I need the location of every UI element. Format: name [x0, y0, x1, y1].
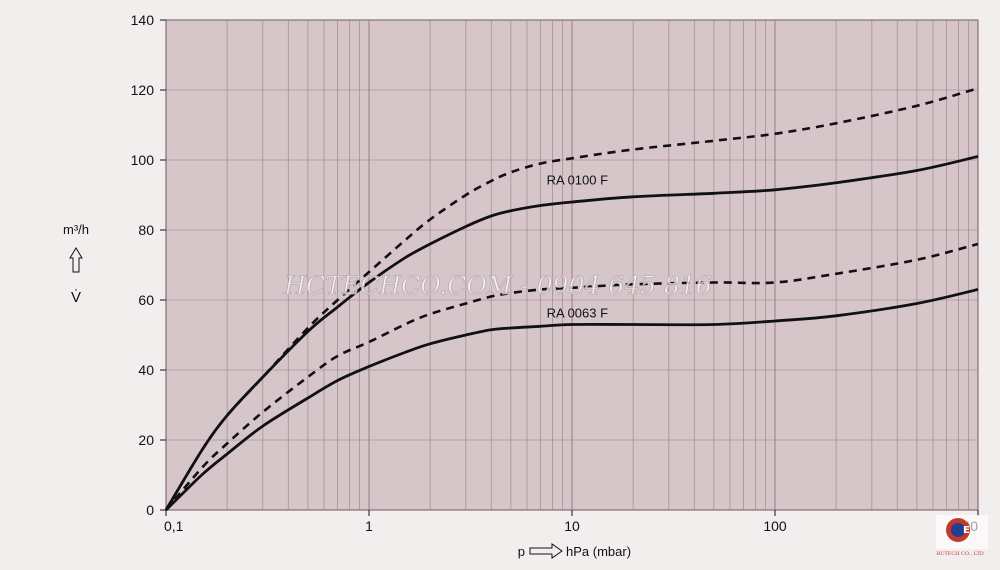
y-tick-label: 80 — [138, 222, 154, 238]
x-tick-label: 1 — [365, 518, 373, 534]
y-axis-unit: m³/h — [63, 222, 89, 237]
right-arrow-icon — [529, 543, 563, 559]
series-line-1 — [164, 87, 979, 511]
x-tick-label: 10 — [564, 518, 580, 534]
y-tick-label: 120 — [131, 82, 155, 98]
y-tick-label: 40 — [138, 362, 154, 378]
y-tick-label: 60 — [138, 292, 154, 308]
svg-text:E: E — [963, 525, 970, 536]
y-tick-label: 20 — [138, 432, 154, 448]
svg-text:HCTECH CO., LTD: HCTECH CO., LTD — [936, 551, 984, 557]
y-tick-label: 140 — [131, 12, 155, 28]
y-axis-symbol: V̇ — [71, 289, 81, 306]
y-tick-labels: 0 20 40 60 80 100 120 140 — [131, 12, 166, 518]
up-arrow-icon — [69, 247, 83, 273]
series-label-ra0100f: RA 0100 F — [547, 173, 608, 188]
x-tick-labels: 0,11101001000 — [164, 510, 979, 534]
company-logo: E HCTECH CO., LTD — [936, 515, 988, 557]
series-line-3 — [165, 242, 979, 511]
y-tick-label: 100 — [131, 152, 155, 168]
series-line-2 — [165, 288, 979, 512]
curves — [164, 87, 979, 512]
grid-lines — [166, 20, 978, 510]
x-axis-symbol: p — [518, 544, 525, 559]
x-tick-label: 100 — [763, 518, 787, 534]
x-axis-unit: hPa (mbar) — [566, 544, 631, 559]
x-tick-label: 0,1 — [164, 518, 184, 534]
watermark: HCTECHCO.COM - 0904 645 816 — [283, 271, 711, 300]
series-label-ra0063f: RA 0063 F — [547, 306, 608, 321]
y-tick-label: 0 — [146, 502, 154, 518]
